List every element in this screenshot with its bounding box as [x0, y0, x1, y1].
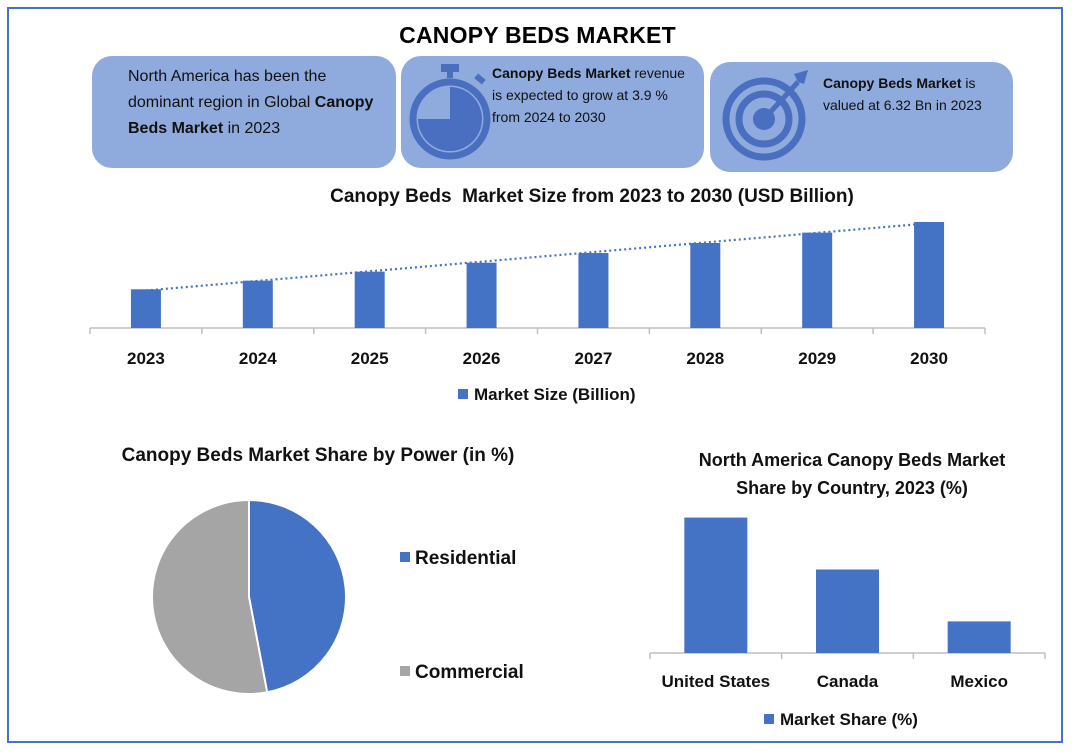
legend-swatch-market-share	[764, 714, 774, 724]
bar-2029	[802, 232, 833, 328]
x-tick-label-2030: 2030	[910, 349, 948, 368]
trendline	[145, 222, 930, 292]
legend-swatch-market-size	[458, 389, 468, 399]
card-growth-text: Canopy Beds Market revenue is expected t…	[492, 65, 685, 125]
bar-2025	[354, 271, 385, 328]
x-tick-label-2025: 2025	[351, 349, 389, 368]
x-tick-label-2026: 2026	[463, 349, 501, 368]
legend-swatch-residential	[400, 552, 410, 562]
bar-2027	[578, 253, 609, 328]
page-title: CANOPY BEDS MARKET	[399, 22, 676, 48]
x-tick-label-2027: 2027	[575, 349, 613, 368]
card-value-text: Canopy Beds Market is valued at 6.32 Bn …	[823, 75, 982, 113]
bar-2028	[690, 243, 721, 328]
bar-2024	[242, 280, 273, 328]
pie-chart-title: Canopy Beds Market Share by Power (in %)	[121, 445, 515, 466]
target-icon	[722, 70, 808, 161]
bar-2026	[466, 262, 497, 328]
card-region-text: North America has been the dominant regi…	[128, 68, 374, 137]
pie-slice-residential	[248, 498, 347, 694]
stopwatch-icon	[409, 64, 491, 160]
x-tick-label-2023: 2023	[127, 349, 165, 368]
legend-swatch-commercial	[400, 666, 410, 676]
x-tick-label-canada: Canada	[817, 672, 879, 691]
pie-slice-commercial	[151, 498, 269, 695]
market-size-chart-title: Canopy Beds Market Size from 2023 to 203…	[330, 186, 854, 207]
info-card-region: North America has been the dominant regi…	[92, 56, 396, 168]
x-tick-label-united-states: United States	[662, 672, 771, 691]
bar-2030	[914, 221, 945, 328]
x-tick-label-2024: 2024	[239, 349, 277, 368]
info-card-value: Canopy Beds Market is valued at 6.32 Bn …	[710, 62, 1013, 172]
bar-canada	[816, 569, 879, 653]
legend-label-market-size: Market Size (Billion)	[474, 385, 636, 404]
legend-label-market-share: Market Share (%)	[780, 710, 918, 729]
country-chart-title: North America Canopy Beds Market Share b…	[698, 450, 1006, 498]
x-tick-label-2028: 2028	[686, 349, 724, 368]
bar-united-states	[684, 517, 748, 653]
bar-2023	[130, 289, 161, 328]
legend-label-commercial: Commercial	[415, 662, 524, 683]
bar-mexico	[947, 621, 1011, 653]
x-tick-label-mexico: Mexico	[950, 672, 1008, 691]
infographic-frame	[7, 7, 1063, 743]
info-card-growth: Canopy Beds Market revenue is expected t…	[401, 56, 704, 168]
x-tick-label-2029: 2029	[798, 349, 836, 368]
legend-label-residential: Residential	[415, 548, 516, 569]
